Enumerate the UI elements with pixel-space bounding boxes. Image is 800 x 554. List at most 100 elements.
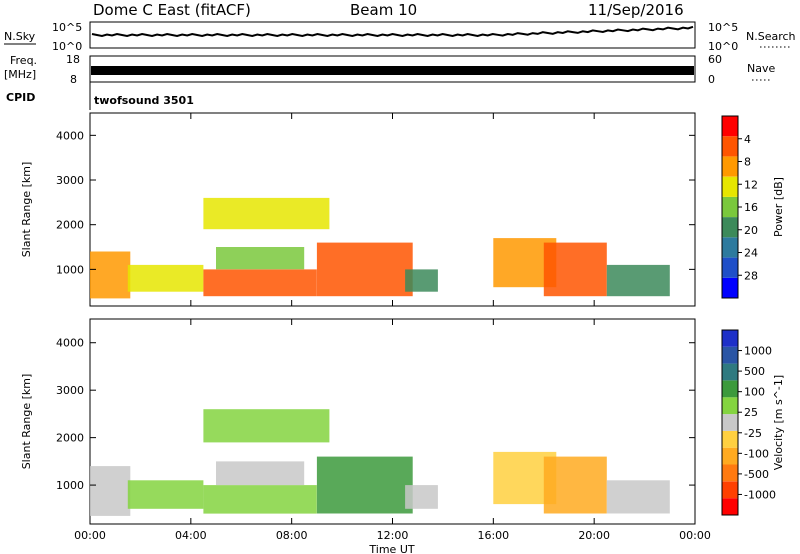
y-tick-label: 1000 [56,479,84,492]
colorbar-cell [722,116,738,137]
freq-left-label-2: [MHz] [4,68,36,81]
colorbar-cell [722,380,738,398]
colorbar-tick-label: 1000 [744,345,772,358]
colorbar-tick-label: 25 [744,406,758,419]
radar-title: Dome C East (fitACF) [93,1,251,19]
colorbar-tick-label: -500 [744,468,769,481]
x-tick-label: 00:00 [679,529,711,542]
noise-right-label: N.Search [746,30,796,43]
noise-left-label: N.Sky [4,30,36,43]
colorbar-cell [722,257,738,278]
freq-band [91,66,694,75]
colorbar-tick-label: 8 [744,156,751,169]
data-region-9 [606,264,670,297]
data-region-1 [127,264,204,292]
colorbar-frame [721,329,739,516]
y-axis-label: Slant Range [km] [20,374,33,470]
colorbar-cell [722,481,738,499]
data-region-3 [216,247,305,270]
data-region-9 [606,480,670,514]
colorbar-cell [722,447,738,465]
freq-left-tick-top: 18 [66,53,80,66]
noise-left-tick-top: 10^5 [52,21,82,34]
colorbar-label: Velocity [m s^-1] [772,375,785,470]
nave-label: Nave [747,62,775,75]
y-tick-label: 4000 [56,129,84,142]
freq-right-tick-bottom: 0 [708,73,715,86]
data-region-0 [90,466,131,516]
data-region-0 [90,251,131,299]
colorbar-tick-label: 16 [744,201,758,214]
power-colorbar: 4 8 12 16 20 24 28 Power [dB] [721,115,785,299]
x-tick-label: 00:00 [74,529,106,542]
data-region-4 [203,197,330,230]
colorbar-cell [722,156,738,177]
data-region-5 [316,456,413,514]
y-tick-label: 3000 [56,174,84,187]
freq-panel-frame [89,55,696,83]
colorbar-cell [722,237,738,258]
data-region-5 [316,242,413,297]
data-region-6 [405,485,438,509]
date-title: 11/Sep/2016 [588,1,684,19]
y-tick-label: 2000 [56,432,84,445]
x-tick-label: 08:00 [276,529,308,542]
colorbar-cell [722,217,738,238]
beam-title: Beam 10 [350,1,417,19]
power-panel: 1000 2000 3000 4000 Slant Range [km] [20,112,696,307]
colorbar-tick-label: 4 [744,133,751,146]
x-axis-label: Time UT [368,543,414,554]
colorbar-cell [722,330,738,347]
colorbar-cell [722,176,738,197]
colorbar-cell [722,196,738,218]
freq-left-label-1: Freq. [10,54,37,67]
y-tick-label: 3000 [56,384,84,397]
data-region-8 [543,242,607,297]
data-region-1 [127,480,204,509]
velocity-panel: 1000 2000 3000 4000 Slant Range [km] [20,318,696,525]
noise-left-tick-bottom: 10^0 [52,40,82,53]
cpid-label: CPID [6,91,35,104]
time-axis: 00:00 04:00 08:00 12:00 16:00 20:00 00:00 [74,529,711,542]
noise-right-tick-top: 10^5 [708,21,738,34]
colorbar-cell [722,464,738,482]
colorbar-tick-label: 100 [744,386,765,399]
colorbar-cell [722,136,738,157]
noise-right-tick-bottom: 10^0 [708,40,738,53]
colorbar-tick-label: 28 [744,269,758,282]
colorbar-cell [722,346,738,364]
colorbar-cell [722,498,738,515]
data-region-2 [203,485,317,514]
colorbar-tick-label: -25 [744,427,762,440]
y-tick-label: 2000 [56,219,84,232]
data-region-4 [203,409,330,443]
colorbar-cell [722,430,738,448]
colorbar-cell [722,397,738,415]
colorbar-tick-label: 24 [744,247,758,260]
colorbar-label: Power [dB] [772,177,785,237]
noise-trace [91,25,694,38]
colorbar-tick-label: 12 [744,178,758,191]
data-region-2 [203,269,317,297]
data-region-3 [216,461,305,486]
freq-left-tick-bottom: 8 [70,73,77,86]
data-region-8 [543,456,607,514]
colorbar-cell [722,363,738,381]
colorbar-tick-label: -1000 [744,488,776,501]
y-tick-label: 4000 [56,337,84,350]
colorbar-tick-label: -100 [744,447,769,460]
y-axis-label: Slant Range [km] [20,162,33,258]
x-tick-label: 20:00 [578,529,610,542]
noise-panel-frame [89,21,696,49]
cpid-value: twofsound 3501 [94,94,194,107]
freq-right-tick-top: 60 [708,53,722,66]
colorbar-tick-label: 20 [744,224,758,237]
velocity-colorbar: 1000 500 100 25 -25 -100 -500 -1000 Velocity [m … [721,329,785,516]
x-tick-label: 16:00 [477,529,509,542]
data-region-6 [405,269,438,292]
x-tick-label: 04:00 [175,529,207,542]
y-tick-label: 1000 [56,263,84,276]
colorbar-tick-label: 500 [744,365,765,378]
colorbar-cell [722,414,738,431]
